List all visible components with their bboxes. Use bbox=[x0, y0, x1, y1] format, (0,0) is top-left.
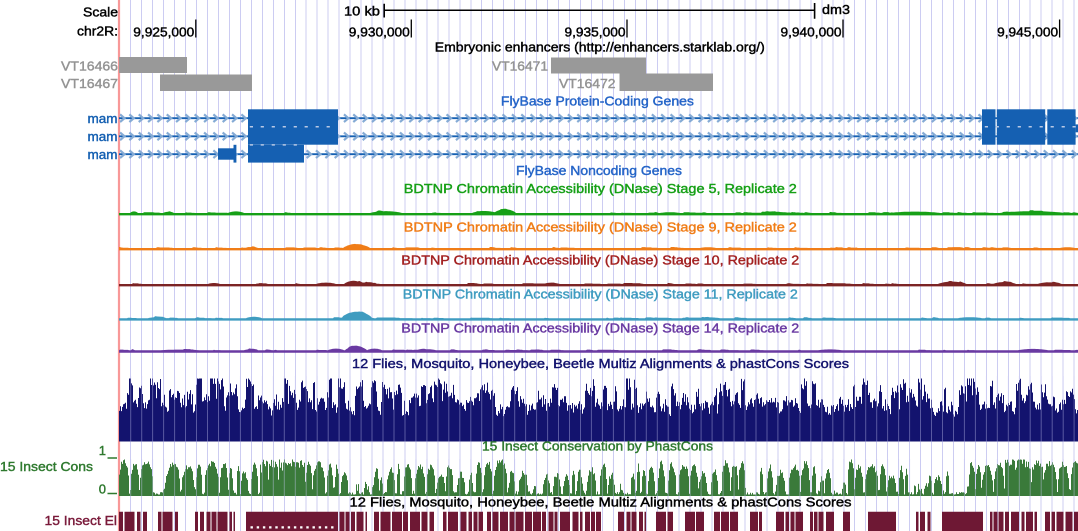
svg-text:12 Flies, Mosquito, Honeybee,: 12 Flies, Mosquito, Honeybee, Beetle Mul… bbox=[352, 356, 850, 371]
svg-text:VT16472: VT16472 bbox=[559, 76, 616, 91]
svg-text:10 kb: 10 kb bbox=[344, 4, 380, 19]
svg-text:chr2R:: chr2R: bbox=[77, 24, 118, 39]
svg-text:Scale: Scale bbox=[83, 5, 118, 20]
svg-text:VT16471: VT16471 bbox=[492, 59, 548, 74]
svg-text:Embryonic enhancers (http://en: Embryonic enhancers (http://enhancers.st… bbox=[435, 40, 765, 55]
svg-text:BDTNP Chromatin Accessibility: BDTNP Chromatin Accessibility (DNase) St… bbox=[401, 253, 799, 268]
svg-text:BDTNP Chromatin Accessibility: BDTNP Chromatin Accessibility (DNase) St… bbox=[403, 287, 798, 302]
svg-text:BDTNP Chromatin Accessibility: BDTNP Chromatin Accessibility (DNase) St… bbox=[404, 181, 797, 196]
svg-text:15 Insect Conservation by Phas: 15 Insect Conservation by PhastCons bbox=[482, 439, 714, 454]
svg-text:FlyBase Noncoding Genes: FlyBase Noncoding Genes bbox=[516, 163, 683, 178]
svg-text:15 Insect Cons: 15 Insect Cons bbox=[0, 459, 94, 474]
svg-text:15 Insect El: 15 Insect El bbox=[45, 513, 118, 528]
svg-text:BDTNP Chromatin Accessibility: BDTNP Chromatin Accessibility (DNase) St… bbox=[404, 220, 797, 235]
svg-text:VT16467: VT16467 bbox=[61, 76, 118, 91]
svg-text:9,935,000: 9,935,000 bbox=[565, 25, 626, 40]
svg-text:mam: mam bbox=[88, 129, 118, 144]
svg-text:1: 1 bbox=[99, 443, 106, 458]
svg-text:9,945,000: 9,945,000 bbox=[997, 25, 1058, 40]
svg-text:9,940,000: 9,940,000 bbox=[781, 25, 842, 40]
svg-text:VT16466: VT16466 bbox=[61, 59, 118, 74]
svg-text:12 Flies, Mosquito, Honeybee,: 12 Flies, Mosquito, Honeybee, Beetle Mul… bbox=[350, 495, 853, 510]
svg-text:9,930,000: 9,930,000 bbox=[349, 25, 410, 40]
svg-text:mam: mam bbox=[88, 111, 118, 126]
svg-text:BDTNP Chromatin Accessibility: BDTNP Chromatin Accessibility (DNase) St… bbox=[401, 321, 799, 336]
svg-text:0: 0 bbox=[99, 482, 106, 497]
svg-text:9,925,000: 9,925,000 bbox=[133, 25, 194, 40]
svg-text:dm3: dm3 bbox=[822, 2, 850, 17]
svg-text:FlyBase Protein-Coding Genes: FlyBase Protein-Coding Genes bbox=[501, 94, 695, 109]
svg-text:mam: mam bbox=[88, 147, 118, 162]
